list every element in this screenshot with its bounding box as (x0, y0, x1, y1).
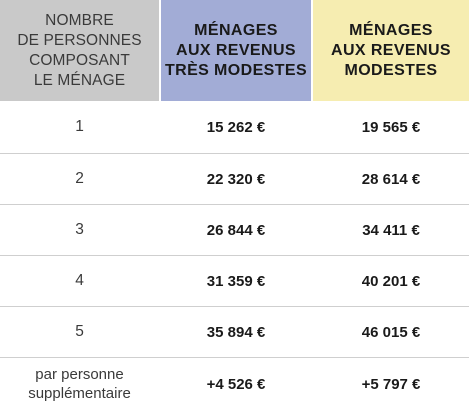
cell-modest-extra: +5 797 € (361, 375, 421, 393)
header-very-modest-income: MÉNAGES AUX REVENUS TRÈS MODESTES (161, 0, 311, 101)
header-very-modest-line: MÉNAGES (194, 21, 278, 39)
cell-very-modest-extra: +4 526 € (206, 375, 266, 393)
cell-very-modest-threshold: 22 320 € (206, 170, 266, 188)
header-household-size-line: DE PERSONNES (17, 31, 142, 49)
table-row-extra-person: par personne supplémentaire +4 526 € +5 … (0, 358, 469, 410)
cell-modest-threshold: 28 614 € (361, 170, 421, 188)
cell-modest-threshold: 46 015 € (361, 323, 421, 341)
header-modest-line: MÉNAGES (349, 21, 433, 39)
header-household-size: NOMBRE DE PERSONNES COMPOSANT LE MÉNAGE (0, 0, 159, 101)
header-modest-line: AUX REVENUS (331, 41, 451, 59)
cell-modest-threshold: 19 565 € (361, 118, 421, 136)
cell-household-size: 5 (75, 323, 84, 340)
cell-very-modest-threshold: 31 359 € (206, 272, 266, 290)
table-row: 2 22 320 € 28 614 € (0, 154, 469, 205)
cell-household-size: 2 (75, 170, 84, 187)
header-household-size-line: NOMBRE (45, 11, 114, 29)
table-header-row: NOMBRE DE PERSONNES COMPOSANT LE MÉNAGE … (0, 0, 469, 101)
per-additional-person-line: supplémentaire (28, 385, 131, 402)
header-household-size-line: COMPOSANT (29, 51, 130, 69)
table-row: 5 35 894 € 46 015 € (0, 307, 469, 358)
header-modest-income: MÉNAGES AUX REVENUS MODESTES (313, 0, 469, 101)
cell-per-additional-person: par personne supplémentaire (0, 358, 159, 410)
header-modest-line: MODESTES (344, 61, 438, 79)
table-body: 1 15 262 € 19 565 € 2 22 320 € 28 614 € … (0, 101, 469, 410)
per-additional-person-line: par personne (35, 366, 124, 383)
cell-very-modest-threshold: 15 262 € (206, 118, 266, 136)
header-household-size-line: LE MÉNAGE (33, 71, 126, 89)
header-very-modest-line: AUX REVENUS (176, 41, 296, 59)
cell-household-size: 4 (75, 272, 84, 289)
cell-household-size: 1 (75, 118, 84, 135)
table-row: 3 26 844 € 34 411 € (0, 205, 469, 256)
header-very-modest-line: TRÈS MODESTES (164, 61, 308, 79)
cell-very-modest-threshold: 35 894 € (206, 323, 266, 341)
cell-household-size: 3 (75, 221, 84, 238)
table-row: 4 31 359 € 40 201 € (0, 256, 469, 307)
cell-modest-threshold: 40 201 € (361, 272, 421, 290)
cell-modest-threshold: 34 411 € (362, 221, 420, 239)
table-row: 1 15 262 € 19 565 € (0, 101, 469, 154)
cell-very-modest-threshold: 26 844 € (206, 221, 266, 239)
